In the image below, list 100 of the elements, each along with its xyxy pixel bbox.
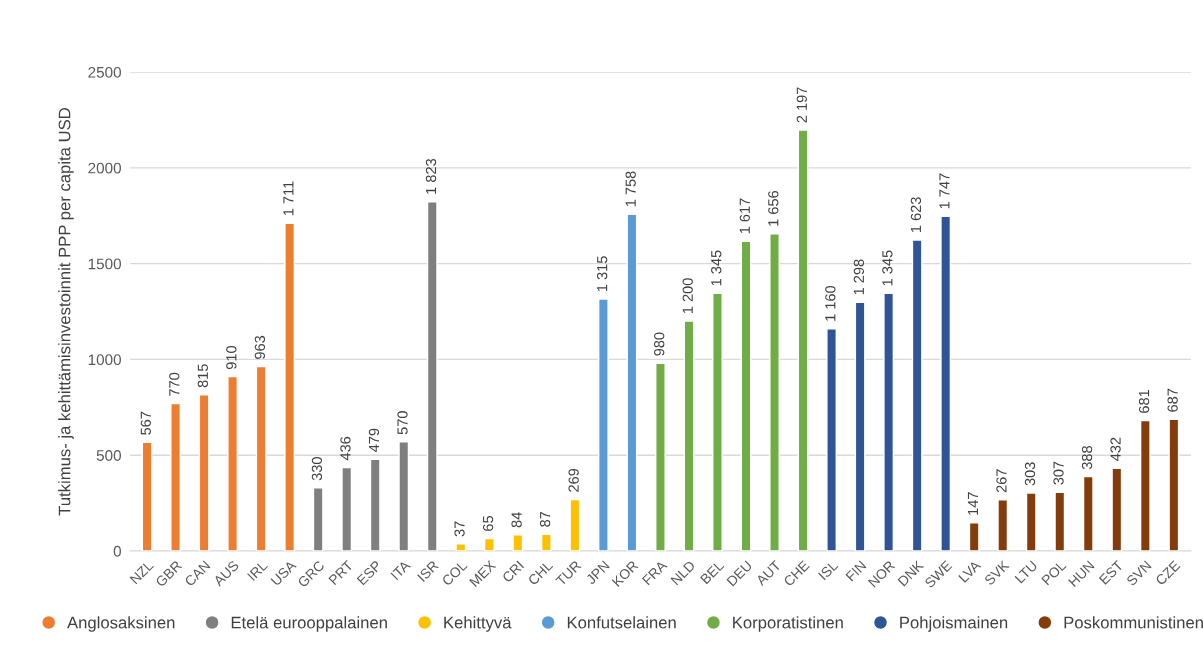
x-tick-label: ISL xyxy=(818,559,839,581)
data-label: 910 xyxy=(226,345,237,370)
data-label: 1 617 xyxy=(739,198,750,234)
data-label: 570 xyxy=(397,411,408,435)
bar xyxy=(426,201,438,551)
bar xyxy=(512,534,524,551)
data-label: 436 xyxy=(340,436,351,461)
bar xyxy=(255,365,267,551)
legend-label: Anglosaksinen xyxy=(67,616,175,632)
data-label: 980 xyxy=(654,332,665,356)
bar xyxy=(968,522,980,551)
bar xyxy=(569,498,581,551)
bar xyxy=(198,394,210,551)
data-label: 147 xyxy=(967,492,978,515)
data-label: 432 xyxy=(1110,437,1121,461)
bar xyxy=(455,543,467,551)
x-tick-label: CRI xyxy=(501,560,525,583)
data-label: 65 xyxy=(482,515,494,531)
bar xyxy=(284,222,296,551)
y-tick-label: 1500 xyxy=(88,258,121,270)
data-label: 815 xyxy=(197,364,208,388)
x-tick-label: CHL xyxy=(527,559,554,586)
bar xyxy=(1139,419,1151,551)
bar xyxy=(712,292,723,551)
data-label: 1 345 xyxy=(882,250,893,286)
bar xyxy=(540,533,552,551)
x-tick-label: FIN xyxy=(845,560,867,582)
x-tick-label: NLD xyxy=(670,560,696,586)
y-tick-label: 1000 xyxy=(88,354,121,366)
data-label: 681 xyxy=(1138,389,1150,413)
bar xyxy=(141,441,153,551)
bar xyxy=(797,129,809,551)
y-tick-label: 500 xyxy=(96,450,121,461)
bar xyxy=(626,213,638,551)
data-label: 1 345 xyxy=(711,250,722,286)
bar xyxy=(854,301,866,551)
bar xyxy=(1082,475,1094,551)
data-label: 1 200 xyxy=(682,278,693,314)
bar xyxy=(1054,491,1066,551)
bar xyxy=(1168,418,1180,551)
y-tick-label: 0 xyxy=(113,545,121,557)
bar xyxy=(341,466,353,551)
data-label: 1 711 xyxy=(283,181,294,216)
bar xyxy=(312,487,324,551)
data-label: 307 xyxy=(1053,461,1064,485)
data-label: 963 xyxy=(254,335,266,359)
data-label: 479 xyxy=(368,428,380,452)
data-label: 37 xyxy=(454,521,465,537)
data-label: 1 315 xyxy=(596,256,608,292)
data-label: 388 xyxy=(1081,446,1093,470)
bar xyxy=(369,458,381,551)
bar xyxy=(940,215,952,551)
data-label: 303 xyxy=(1024,462,1036,486)
data-label: 1 298 xyxy=(853,259,865,295)
bar xyxy=(170,402,181,551)
data-label: 1 160 xyxy=(825,285,836,321)
x-tick-label: COL xyxy=(441,559,468,587)
data-label: 84 xyxy=(511,512,522,528)
x-tick-label: LVA xyxy=(958,559,982,583)
legend-label: Konfutselainen xyxy=(567,616,676,629)
x-tick-label: POL xyxy=(1041,559,1067,586)
data-label: 87 xyxy=(539,511,551,527)
bar xyxy=(227,375,239,551)
bar xyxy=(598,298,609,551)
data-label: 1 656 xyxy=(768,190,779,226)
data-label: 1 623 xyxy=(910,197,922,232)
legend-label: Korporatistinen xyxy=(733,616,843,632)
x-tick-label: USA xyxy=(270,559,297,586)
bar xyxy=(826,328,837,551)
data-label: 269 xyxy=(568,468,579,492)
x-tick-label: NZL xyxy=(129,560,154,585)
data-label: 2 197 xyxy=(796,87,807,123)
legend-label: Kehittyvä xyxy=(444,616,512,632)
y-axis-title: Tutkimus- ja kehittämisinvestoinnit PPP per capita USD xyxy=(58,108,74,516)
x-tick-label: ISR xyxy=(417,560,440,583)
data-label: 567 xyxy=(140,411,151,435)
bar xyxy=(1111,467,1123,551)
y-tick-label: 2500 xyxy=(88,66,121,78)
legend-label: Pohjoismainen xyxy=(900,616,1008,632)
bar xyxy=(1025,492,1037,551)
bar xyxy=(740,240,752,551)
x-tick-label: IRL xyxy=(247,560,268,581)
data-label: 687 xyxy=(1167,388,1178,412)
data-label: 330 xyxy=(311,457,323,481)
bar xyxy=(483,537,495,551)
data-label: 267 xyxy=(996,469,1007,493)
bar xyxy=(769,233,780,551)
legend-label: Etelä eurooppalainen xyxy=(231,616,387,632)
bar xyxy=(997,499,1009,551)
x-tick-label: ITA xyxy=(390,559,411,581)
bar xyxy=(398,441,410,551)
x-tick-label: FRA xyxy=(641,559,668,586)
bar xyxy=(683,320,695,551)
data-label: 770 xyxy=(169,372,180,396)
data-label: 1 823 xyxy=(425,158,437,194)
bar xyxy=(911,239,923,551)
x-tick-label: BEL xyxy=(700,560,725,585)
bar xyxy=(883,292,895,551)
x-tick-label: TUR xyxy=(555,560,582,587)
bar xyxy=(655,362,666,551)
